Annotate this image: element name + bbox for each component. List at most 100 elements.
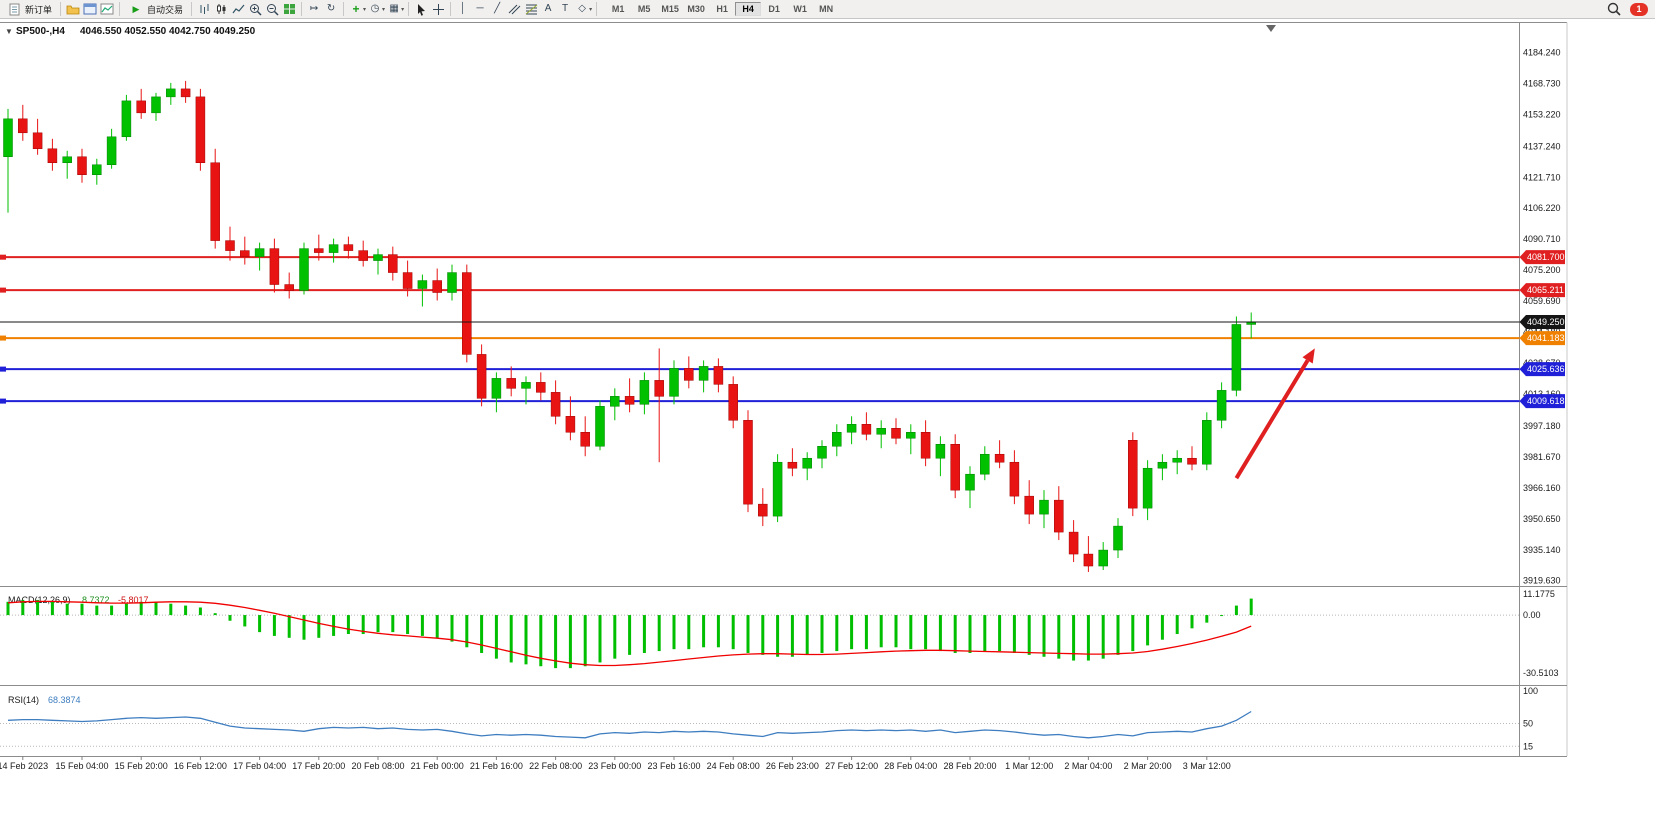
macd-histogram-bar: [465, 615, 469, 648]
price-axis-label: 3966.160: [1523, 483, 1561, 493]
hline-price-tag-label: 4065.211: [1527, 285, 1564, 295]
candle-body: [550, 392, 561, 417]
time-axis-label: 16 Feb 12:00: [174, 761, 227, 771]
bar-chart-icon[interactable]: [196, 1, 212, 17]
macd-histogram-bar: [391, 615, 395, 633]
period-selector-icon[interactable]: ◷: [370, 3, 380, 14]
timeframe-m1[interactable]: M1: [611, 4, 625, 14]
candle-body: [314, 248, 324, 253]
shapes-dropdown-icon[interactable]: ▾: [589, 6, 593, 13]
auto-scroll-icon[interactable]: ↻: [326, 3, 336, 14]
chart-shift-marker[interactable]: [1266, 25, 1276, 32]
timeframe-h4[interactable]: H4: [735, 2, 762, 16]
profile-window-icon[interactable]: [82, 1, 98, 17]
macd-histogram-bar: [687, 615, 691, 650]
shapes-tool-icon[interactable]: ◇: [578, 3, 586, 14]
candle-body: [506, 378, 516, 389]
fibonacci-tool-icon[interactable]: [523, 1, 539, 17]
timeframe-mn[interactable]: MN: [819, 4, 834, 14]
candle-body: [62, 156, 72, 164]
chart-shift-icon[interactable]: ↦: [309, 3, 319, 14]
rsi-scale-label: 100: [1523, 686, 1538, 696]
macd-histogram-bar: [613, 615, 617, 659]
candle-body: [195, 96, 206, 164]
macd-signal-line: [7, 600, 1252, 667]
macd-histogram-bar: [805, 615, 809, 655]
candle-body: [1054, 499, 1064, 533]
candle-body: [1216, 390, 1227, 421]
chart-canvas[interactable]: ▼ SP500-,H4 4046.550 4052.550 4042.750 4…: [0, 19, 1655, 823]
charts-folder-icon[interactable]: [65, 1, 81, 17]
candlestick-chart-icon[interactable]: [213, 1, 229, 17]
time-axis-label: 15 Feb 20:00: [115, 761, 168, 771]
period-dropdown-icon[interactable]: ▾: [382, 6, 386, 13]
candle-body: [580, 432, 590, 447]
candle-body: [772, 461, 783, 517]
macd-signal-value: -5.8017: [118, 595, 149, 605]
horizontal-line-tool-icon[interactable]: ─: [476, 3, 484, 14]
channel-tool-icon[interactable]: [506, 1, 522, 17]
macd-histogram-bar: [850, 615, 854, 650]
template-icon[interactable]: ▦: [389, 3, 399, 14]
separator: [596, 2, 598, 16]
macd-histogram-bar: [924, 615, 928, 650]
macd-histogram-bar: [598, 615, 602, 663]
time-axis-label: 22 Feb 08:00: [529, 761, 582, 771]
macd-histogram-bar: [1012, 615, 1016, 653]
timeframe-m30[interactable]: M30: [687, 4, 705, 14]
macd-histogram-bar: [761, 615, 765, 655]
time-axis-label: 27 Feb 12:00: [825, 761, 878, 771]
candle-body: [491, 378, 502, 399]
vertical-line-tool-icon[interactable]: │: [459, 3, 467, 14]
candle-body: [669, 368, 679, 397]
macd-histogram-bar: [1160, 615, 1164, 640]
hline-price-tag-label: 4081.700: [1527, 252, 1565, 262]
line-chart-icon[interactable]: [230, 1, 246, 17]
timeframe-m5[interactable]: M5: [637, 4, 651, 14]
macd-histogram-bar: [628, 615, 632, 655]
zoom-out-icon[interactable]: [264, 1, 280, 17]
trend-arrow[interactable]: [1234, 359, 1310, 480]
candle-body: [210, 162, 220, 241]
tile-windows-icon[interactable]: [281, 1, 297, 17]
template-dropdown-icon[interactable]: ▾: [401, 6, 405, 13]
trend-arrow-head[interactable]: [1302, 348, 1315, 364]
timeframe-m15[interactable]: M15: [661, 4, 679, 14]
candle-body: [994, 453, 1005, 463]
notification-badge[interactable]: 1: [1630, 2, 1648, 16]
candle-body: [254, 248, 265, 257]
label-tool-icon[interactable]: T: [562, 3, 569, 14]
macd-histogram-bar: [938, 615, 942, 652]
candle-body: [876, 428, 886, 435]
zoom-in-icon[interactable]: [247, 1, 263, 17]
timeframe-w1[interactable]: W1: [793, 4, 807, 14]
candle-body: [624, 396, 635, 405]
candle-body: [639, 380, 650, 405]
timeframe-d1[interactable]: D1: [768, 4, 780, 14]
new-order-button[interactable]: 新订单: [2, 0, 56, 18]
auto-trading-button[interactable]: ▶ 自动交易: [124, 0, 187, 18]
timeframe-h1[interactable]: H1: [716, 4, 728, 14]
candle-body: [935, 444, 946, 459]
macd-histogram-bar: [110, 605, 114, 616]
trendline-tool-icon[interactable]: ╱: [494, 3, 501, 14]
hline-price-tag-label: 4041.183: [1527, 333, 1565, 343]
add-indicator-dropdown-icon[interactable]: ▾: [363, 6, 367, 13]
macd-histogram-bar: [746, 615, 750, 653]
one-click-trading-toggle[interactable]: ▼: [5, 27, 13, 36]
add-indicator-icon[interactable]: +: [352, 2, 360, 16]
crosshair-icon[interactable]: [430, 1, 446, 17]
search-icon[interactable]: [1606, 1, 1622, 17]
macd-histogram-bar: [1072, 615, 1076, 661]
text-tool-icon[interactable]: A: [544, 3, 552, 14]
macd-histogram-bar: [258, 615, 262, 633]
time-axis-label: 23 Feb 16:00: [647, 761, 700, 771]
candle-body: [240, 250, 250, 257]
candle-body: [3, 118, 13, 158]
cursor-icon[interactable]: [413, 1, 429, 17]
candle-body: [713, 366, 724, 385]
separator: [301, 2, 303, 16]
candle-body: [920, 432, 931, 459]
auto-trading-label: 自动交易: [147, 4, 184, 15]
chart-window-icon[interactable]: [99, 1, 115, 17]
